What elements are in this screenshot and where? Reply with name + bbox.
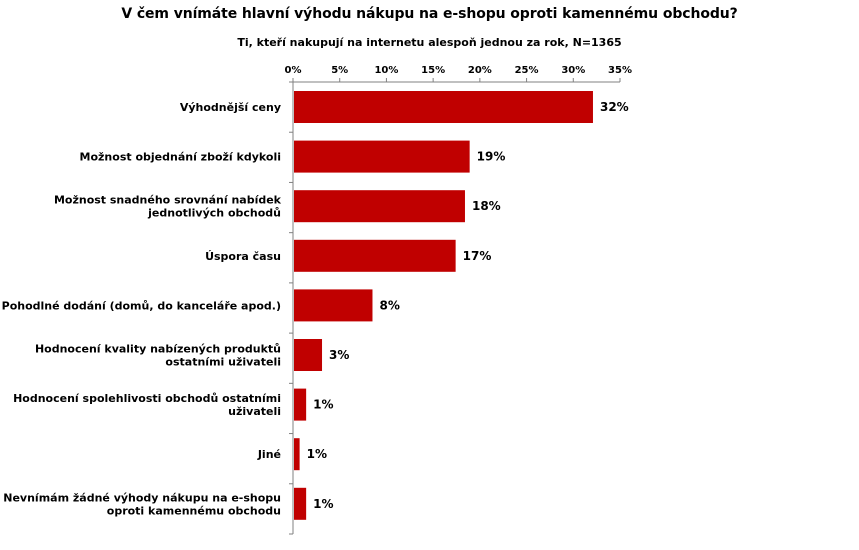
category-label: Možnost objednání zboží kdykoli [80,151,281,164]
data-label: 18% [472,199,501,213]
bar [294,190,465,223]
data-label: 1% [313,398,333,412]
bar [294,438,300,471]
data-label: 32% [600,100,629,114]
bar [294,289,373,322]
x-tick-label: 25% [515,65,539,76]
x-tick-label: 30% [561,65,585,76]
category-label: Nevnímám žádné výhody nákupu na e-shopu [3,491,281,504]
bar [294,140,470,173]
x-tick-label: 10% [374,65,398,76]
x-tick-label: 5% [331,65,348,76]
category-label: Pohodlné dodání (domů, do kanceláře apod… [2,299,281,312]
x-tick-label: 35% [608,65,632,76]
data-label: 1% [307,447,327,461]
category-label: Možnost snadného srovnání nabídek [54,194,282,207]
category-label: oproti kamennému obchodu [107,504,281,517]
bar [294,388,307,421]
data-label: 17% [463,249,492,263]
x-tick-label: 20% [468,65,492,76]
category-label: uživateli [228,405,281,418]
category-label: Hodnocení spolehlivosti obchodů ostatním… [13,392,281,405]
data-label: 8% [379,298,399,312]
x-tick-label: 15% [421,65,445,76]
category-label: Hodnocení kvality nabízených produktů [35,343,281,356]
x-tick-label: 0% [285,65,302,76]
data-label: 3% [329,348,349,362]
data-label: 19% [477,150,506,164]
category-label: Úspora času [205,250,281,263]
chart-title: V čem vnímáte hlavní výhodu nákupu na e-… [121,6,738,22]
chart-subtitle: Ti, kteří nakupují na internetu alespoň … [237,36,622,49]
category-label: Výhodnější ceny [180,101,281,114]
category-label: jednotlivých obchodů [147,207,281,220]
bar [294,487,307,520]
category-label: ostatními uživateli [165,356,281,369]
bar [294,339,323,371]
data-label: 1% [313,497,333,511]
category-label: Jiné [257,448,281,461]
bar [294,239,456,272]
bar [294,91,593,123]
